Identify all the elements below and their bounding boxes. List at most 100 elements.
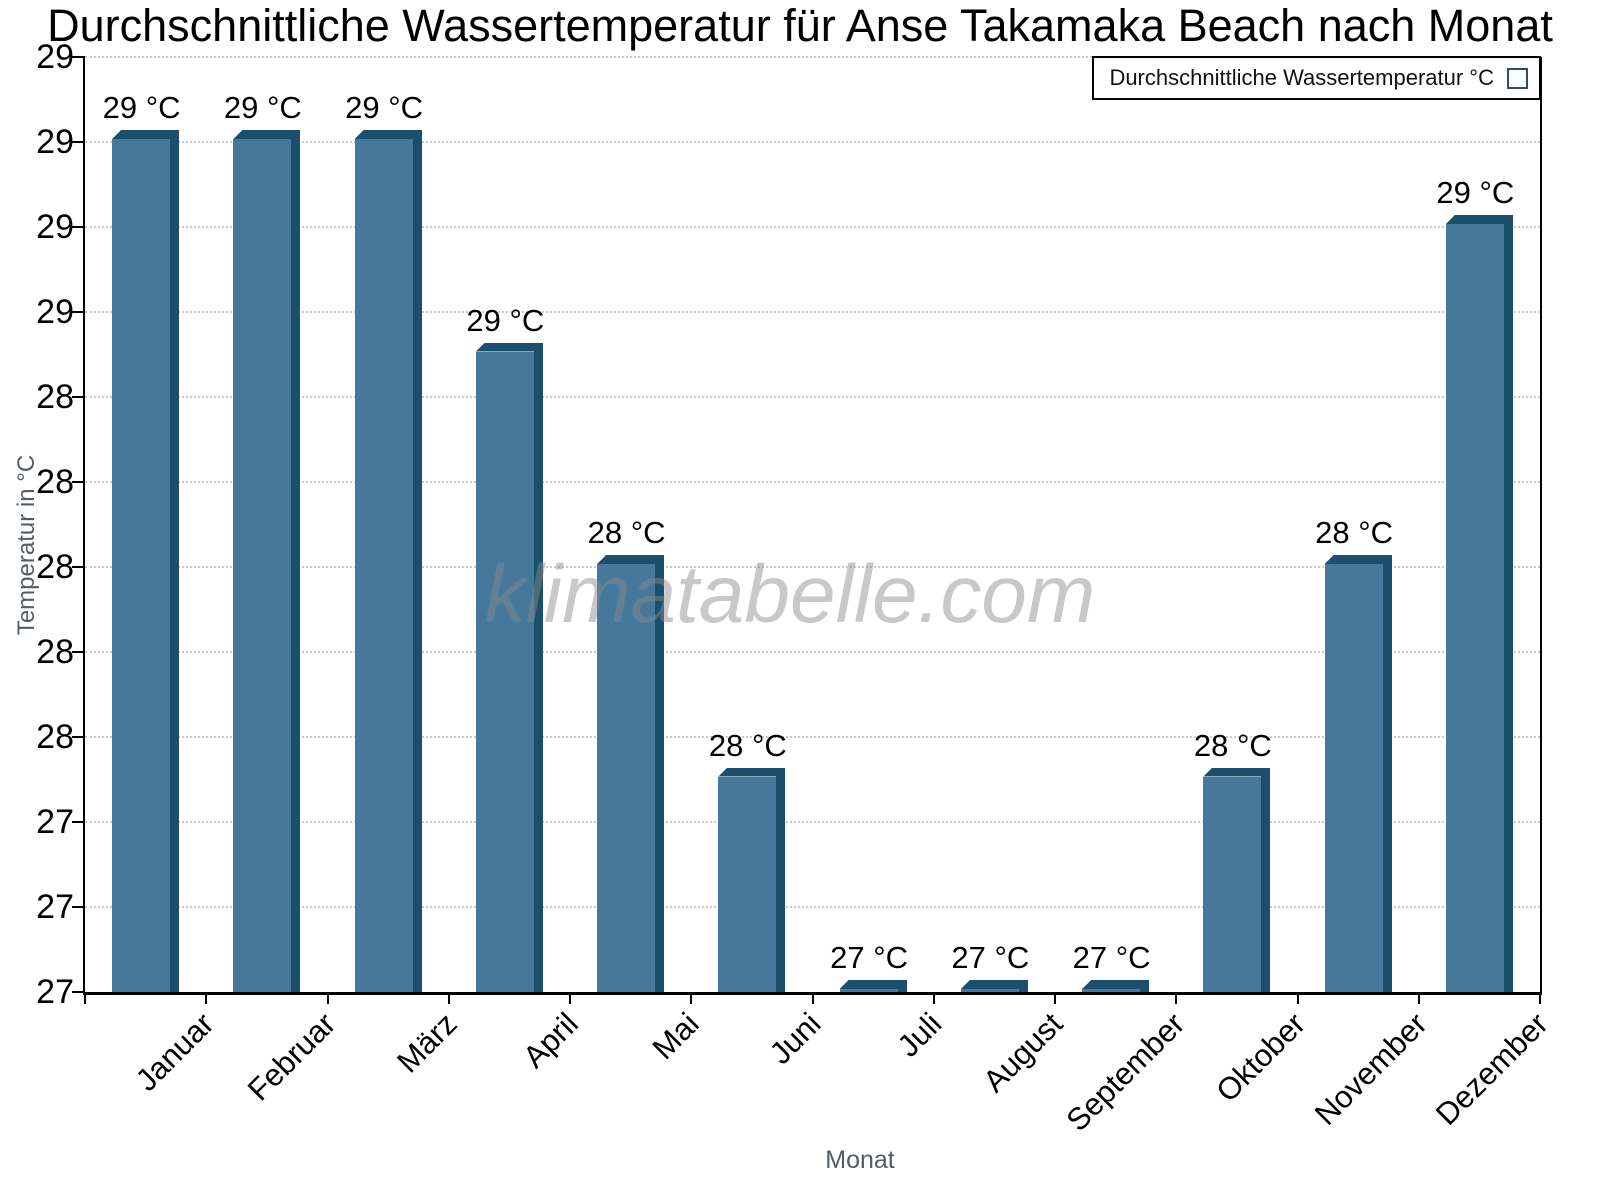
bar-oktober[interactable] [1203, 767, 1271, 992]
gridline [85, 651, 1540, 653]
legend-swatch-icon [1507, 67, 1528, 89]
bar-top-face [1082, 980, 1149, 989]
bar-november[interactable] [1324, 555, 1392, 992]
bar-front-face [960, 989, 1019, 992]
bar-value-label: 29 °C [466, 302, 545, 338]
y-tick-label: 29 [36, 293, 74, 331]
y-tick-label: 27 [36, 973, 74, 1011]
y-tick [72, 566, 85, 568]
y-tick-label: 28 [36, 463, 74, 501]
bar-top-face [476, 343, 543, 352]
bar-top-face [112, 130, 179, 139]
y-tick [72, 736, 85, 738]
y-tick [72, 821, 85, 823]
x-tick-label-februar: Februar [240, 1006, 343, 1108]
bar-side-face [897, 980, 907, 992]
gridline [85, 821, 1540, 823]
bar-side-face [1503, 215, 1513, 992]
y-tick-label: 29 [36, 123, 74, 161]
bar-top-face [597, 555, 664, 564]
bar-top-face [1203, 768, 1270, 777]
x-tick-label-dezember: Dezember [1428, 1006, 1555, 1132]
y-tick [72, 226, 85, 228]
bar-top-face [233, 130, 300, 139]
chart-title: Durchschnittliche Wassertemperatur für A… [47, 0, 1553, 51]
bar-front-face [233, 139, 292, 992]
bar-side-face [412, 130, 422, 992]
legend-label: Durchschnittliche Wassertemperatur °C [1109, 65, 1494, 90]
bar-side-face [170, 130, 180, 992]
bar-value-label: 29 °C [345, 90, 424, 125]
bar-value-label: 28 °C [587, 515, 666, 550]
x-tick [447, 992, 450, 1004]
bar-side-face [1140, 980, 1150, 992]
y-tick-label: 28 [36, 718, 74, 756]
bar-side-face [1261, 767, 1271, 992]
x-tick-label-november: November [1307, 1006, 1434, 1132]
x-tick [1296, 992, 1299, 1004]
bar-side-face [776, 767, 786, 992]
bar-front-face [354, 139, 413, 992]
gridline [85, 311, 1540, 313]
bar-value-label: 28 °C [708, 727, 787, 763]
bar-value-label: 29 °C [1436, 175, 1515, 210]
bar-front-face [1082, 989, 1141, 992]
x-tick [811, 992, 814, 1004]
bar-front-face [1445, 224, 1504, 992]
y-tick [72, 906, 85, 908]
x-axis-line [83, 992, 1542, 995]
bar-mai[interactable] [597, 555, 665, 992]
bar-side-face [1018, 980, 1028, 992]
bar-value-label: 29 °C [223, 90, 302, 125]
bar-front-face [1203, 776, 1262, 992]
x-tick [569, 992, 571, 1004]
plot-right-border [1540, 57, 1542, 994]
bar-side-face [291, 130, 301, 992]
gridline [85, 736, 1540, 738]
y-tick-label: 29 [36, 38, 74, 76]
gridline [85, 481, 1540, 483]
x-tick [84, 992, 86, 1004]
y-tick-label: 29 [36, 208, 74, 246]
y-tick-label: 27 [36, 888, 74, 926]
x-tick [1417, 992, 1420, 1004]
bar-value-label: 28 °C [1193, 727, 1272, 763]
bar-juni[interactable] [718, 767, 786, 992]
x-tick-label-juli: Juli [890, 1006, 949, 1064]
watermark: klimatabelle.com [484, 549, 1096, 640]
bar-januar[interactable] [112, 130, 180, 992]
y-tick [72, 991, 85, 993]
bar-side-face [655, 555, 665, 992]
bar-top-face [355, 130, 422, 139]
gridline [85, 396, 1540, 398]
x-tick [326, 992, 329, 1004]
bar-top-face [718, 768, 785, 777]
bar-april[interactable] [475, 342, 543, 992]
x-tick [1054, 992, 1056, 1004]
bar-front-face [718, 776, 777, 992]
bar-front-face [597, 564, 656, 992]
bar-side-face [533, 342, 543, 992]
bar-side-face [1382, 555, 1392, 992]
gridline [85, 906, 1540, 908]
legend[interactable]: Durchschnittliche Wassertemperatur °C [1092, 56, 1541, 100]
bar-dezember[interactable] [1445, 215, 1513, 992]
gridline [85, 566, 1540, 568]
x-tick [690, 992, 693, 1004]
x-tick-label-april: April [516, 1006, 585, 1075]
x-tick [1539, 992, 1541, 1004]
bar-top-face [961, 980, 1028, 989]
x-tick-label-marz: März [390, 1006, 464, 1080]
bar-februar[interactable] [233, 130, 301, 992]
y-tick [72, 56, 85, 58]
bar-september[interactable] [1082, 980, 1150, 992]
y-tick-label: 28 [36, 633, 74, 671]
y-tick [72, 396, 85, 398]
bar-juli[interactable] [839, 980, 907, 992]
bar-marz[interactable] [354, 130, 422, 992]
bar-august[interactable] [960, 980, 1028, 992]
bar-value-label: 27 °C [1072, 940, 1151, 975]
y-tick [72, 311, 85, 313]
x-tick-label-juni: Juni [762, 1006, 828, 1071]
